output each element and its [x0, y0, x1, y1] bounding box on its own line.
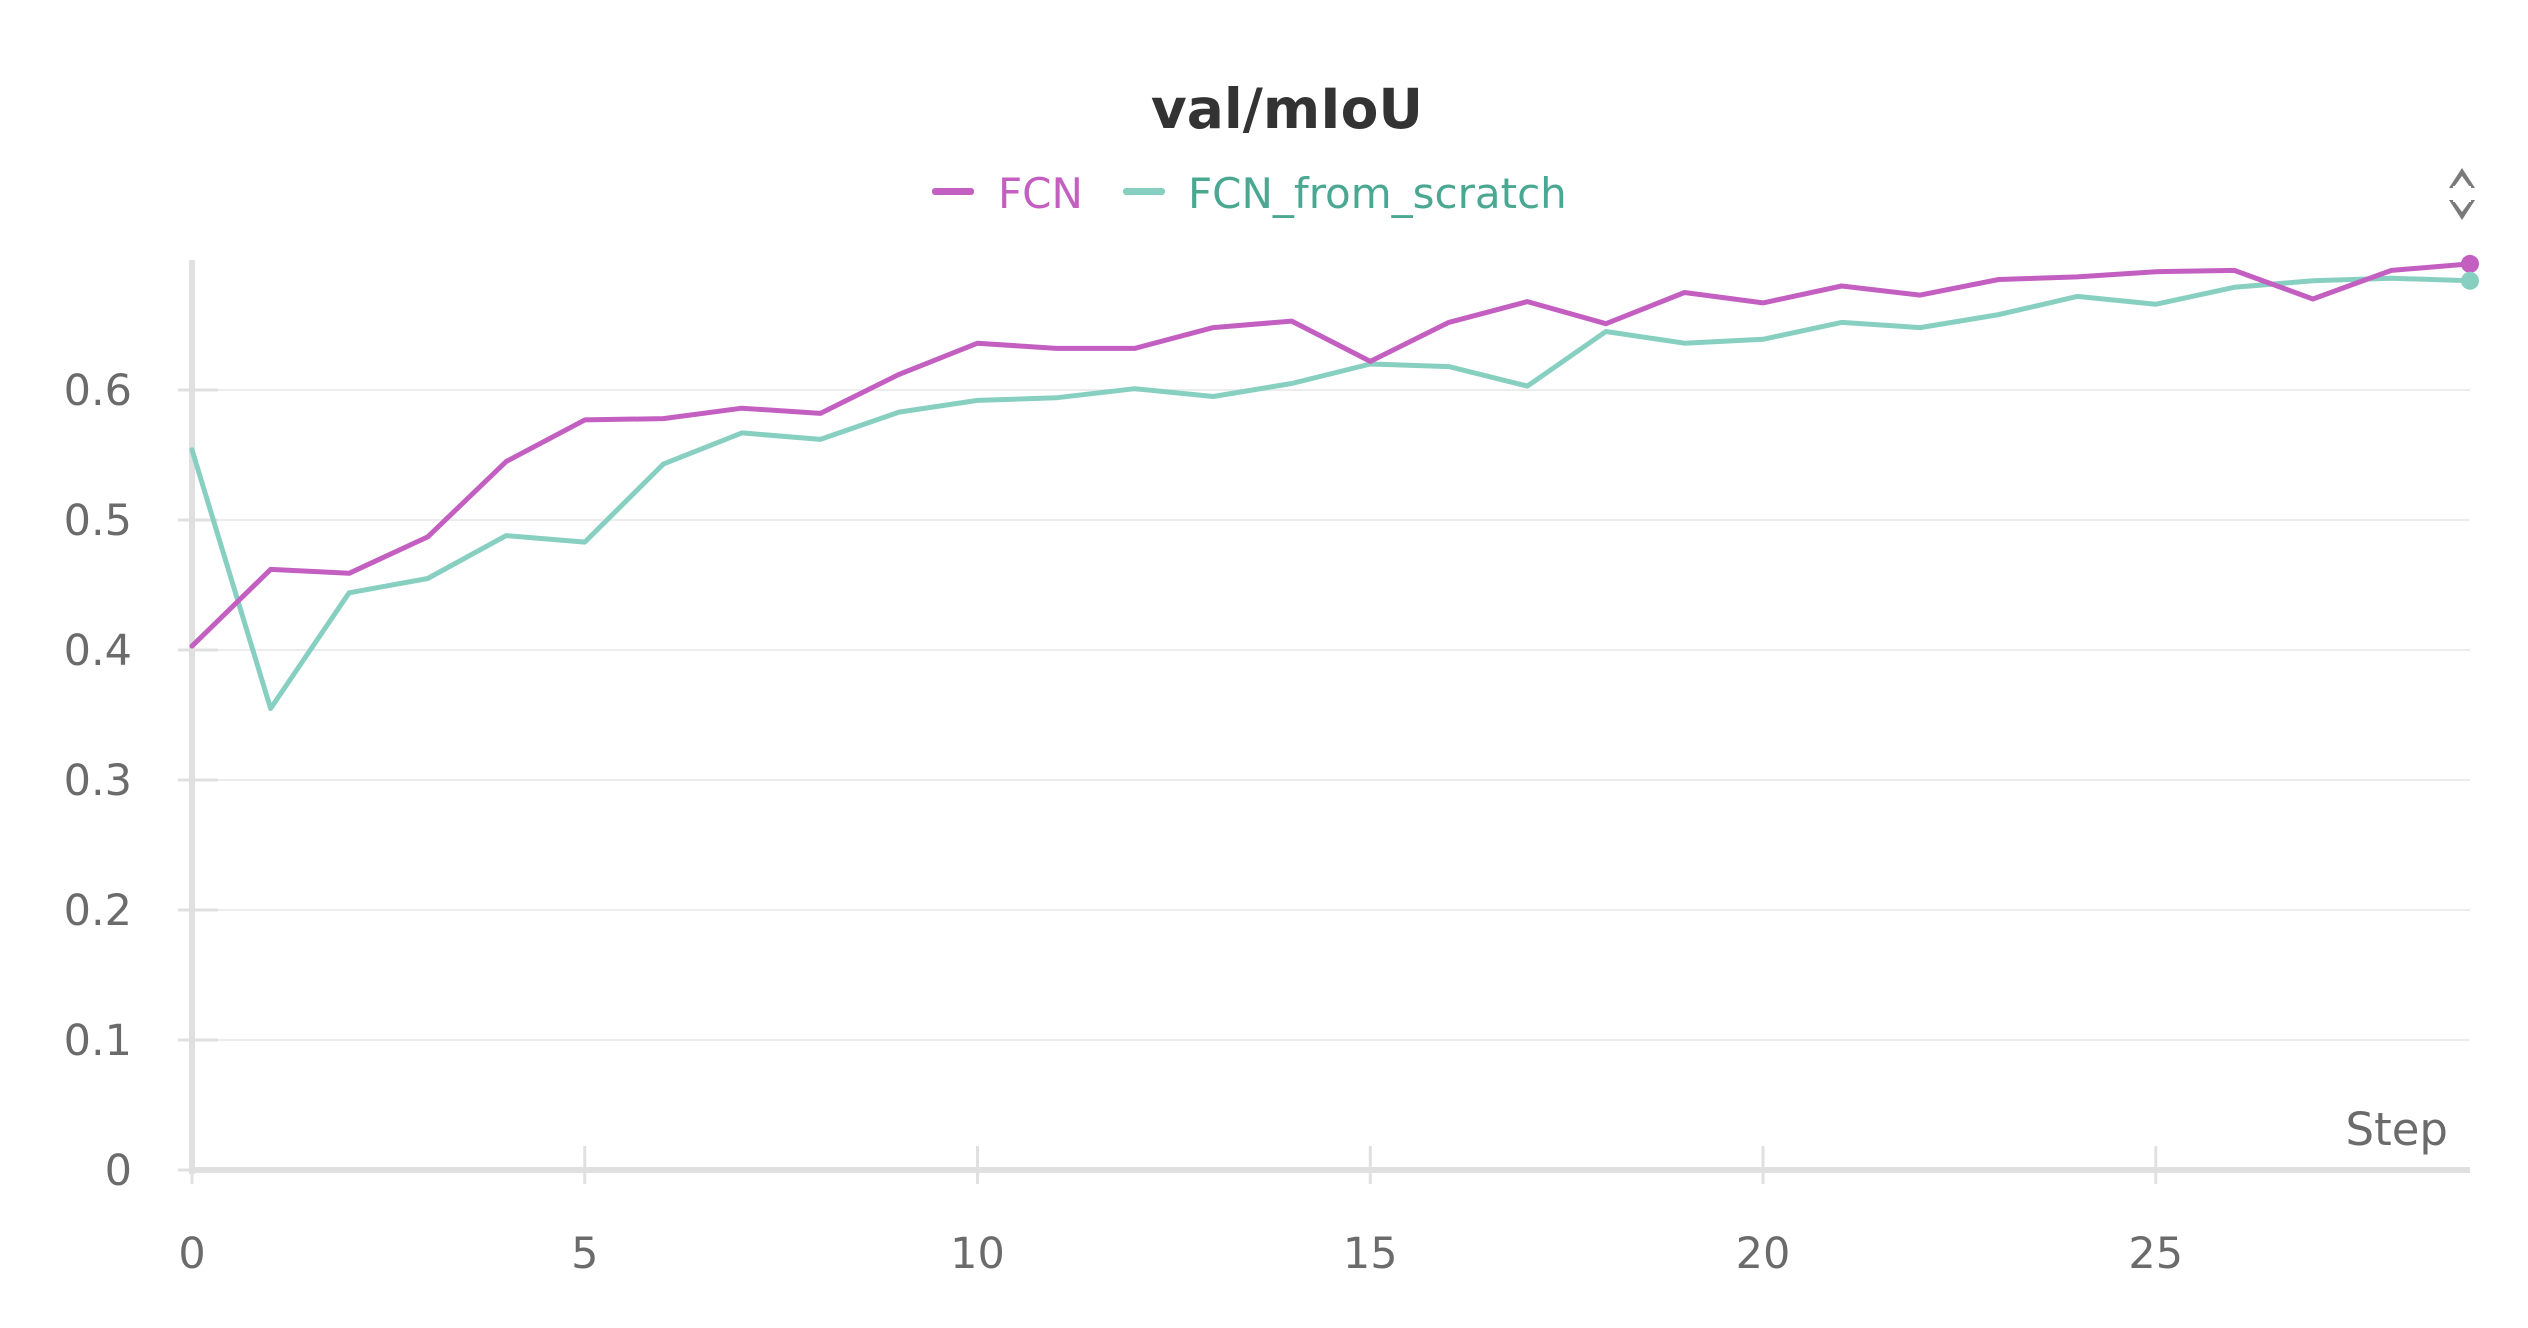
- series-line-fcn[interactable]: [189, 261, 2473, 649]
- legend-swatch-fcn-from-scratch: [1123, 188, 1165, 195]
- series-end-marker-fcn-from-scratch: [2461, 271, 2479, 290]
- y-axis-ticks: 0 0.1 0.2 0.3 0.4 0.5 0.6: [64, 366, 218, 1196]
- y-tick-label: 0.2: [64, 886, 132, 936]
- legend-item-fcn-from-scratch[interactable]: FCN_from_scratch: [1123, 169, 1567, 218]
- resize-handle-icon[interactable]: [2449, 168, 2475, 220]
- grid-lines: [192, 389, 2470, 1041]
- legend-label-fcn-from-scratch: FCN_from_scratch: [1188, 169, 1567, 218]
- legend-item-fcn[interactable]: FCN: [932, 169, 1083, 218]
- chart-title: val/mIoU: [1151, 77, 1423, 141]
- x-axis-ticks: 0 5 10 15 20 25: [178, 1146, 2183, 1279]
- x-tick-label: 20: [1736, 1229, 1791, 1279]
- legend-label-fcn: FCN: [998, 169, 1083, 218]
- series-end-markers: [2461, 254, 2479, 290]
- y-tick-label: 0.3: [64, 756, 132, 806]
- y-tick-label: 0.4: [64, 626, 132, 676]
- legend-swatch-fcn: [932, 188, 974, 195]
- series-lines[interactable]: [189, 261, 2473, 711]
- axes: [189, 260, 2470, 1174]
- x-tick-label: 25: [2128, 1229, 2183, 1279]
- y-tick-label: 0.6: [64, 366, 132, 416]
- x-tick-label: 5: [571, 1229, 598, 1279]
- y-tick-label: 0.1: [64, 1016, 132, 1066]
- x-tick-label: 0: [178, 1229, 205, 1279]
- x-tick-label: 10: [950, 1229, 1005, 1279]
- x-axis-label: Step: [2346, 1103, 2448, 1156]
- y-tick-label: 0.5: [64, 496, 132, 546]
- series-line-fcn-from-scratch[interactable]: [189, 275, 2473, 711]
- y-tick-label: 0: [105, 1146, 132, 1196]
- series-end-marker-fcn: [2461, 254, 2479, 273]
- x-tick-label: 15: [1343, 1229, 1398, 1279]
- legend[interactable]: FCN FCN_from_scratch: [932, 169, 1567, 218]
